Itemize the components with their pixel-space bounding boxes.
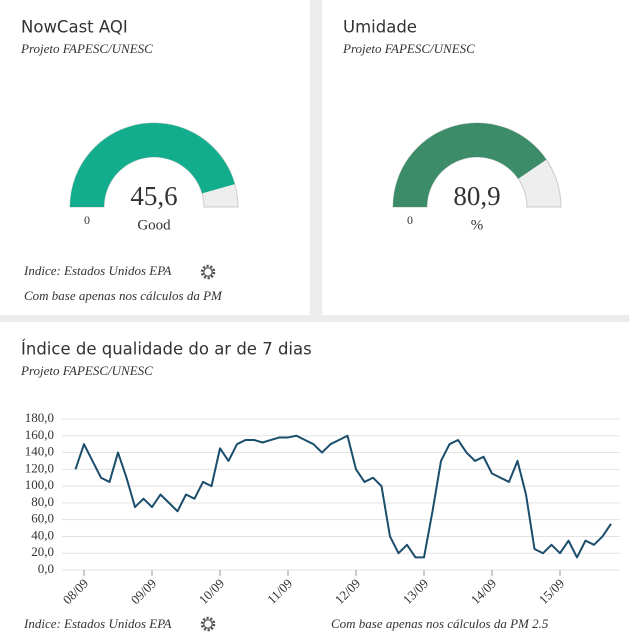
- gauge-min-label: 0: [84, 213, 90, 227]
- card-title: Índice de qualidade do ar de 7 dias: [21, 340, 312, 359]
- gear: [200, 264, 216, 280]
- y-tick-label: 100,0: [25, 477, 54, 492]
- y-tick-label: 180,0: [25, 410, 54, 425]
- settings-icon[interactable]: [200, 616, 216, 632]
- footer-note: Indice: Estados Unidos EPA: [23, 616, 171, 631]
- gauge-fill: [393, 122, 547, 207]
- card-subtitle: Projeto FAPESC/UNESC: [20, 41, 153, 56]
- gauge-value: 80,9: [453, 181, 500, 211]
- y-tick-label: 140,0: [25, 444, 54, 459]
- gauge-fill: [70, 122, 235, 207]
- gauge-value: 45,6: [130, 181, 177, 211]
- y-tick-label: 0,0: [38, 561, 54, 576]
- y-tick-label: 160,0: [25, 427, 54, 442]
- y-tick-label: 80,0: [31, 494, 54, 509]
- gauge-label: Good: [137, 217, 171, 233]
- card-subtitle: Projeto FAPESC/UNESC: [20, 363, 153, 378]
- gauge-label: %: [471, 217, 484, 233]
- card-title: NowCast AQI: [21, 18, 128, 37]
- data-line: [74, 434, 612, 559]
- footer-note: Com base apenas nos cálculos da PM 2.5: [331, 616, 549, 631]
- note: Com base apenas nos cálculos da PM: [24, 288, 223, 303]
- gauge-min-label: 0: [407, 213, 413, 227]
- y-tick-label: 40,0: [31, 527, 54, 542]
- y-tick-label: 20,0: [31, 544, 54, 559]
- y-tick-label: 60,0: [31, 511, 54, 526]
- gear: [200, 616, 216, 632]
- settings-icon[interactable]: [200, 264, 216, 280]
- gear-ring: [203, 619, 213, 629]
- card-subtitle: Projeto FAPESC/UNESC: [342, 41, 475, 56]
- note: Indice: Estados Unidos EPA: [23, 263, 171, 278]
- card-title: Umidade: [343, 18, 417, 37]
- y-tick-label: 120,0: [25, 460, 54, 475]
- gear-ring: [203, 267, 213, 277]
